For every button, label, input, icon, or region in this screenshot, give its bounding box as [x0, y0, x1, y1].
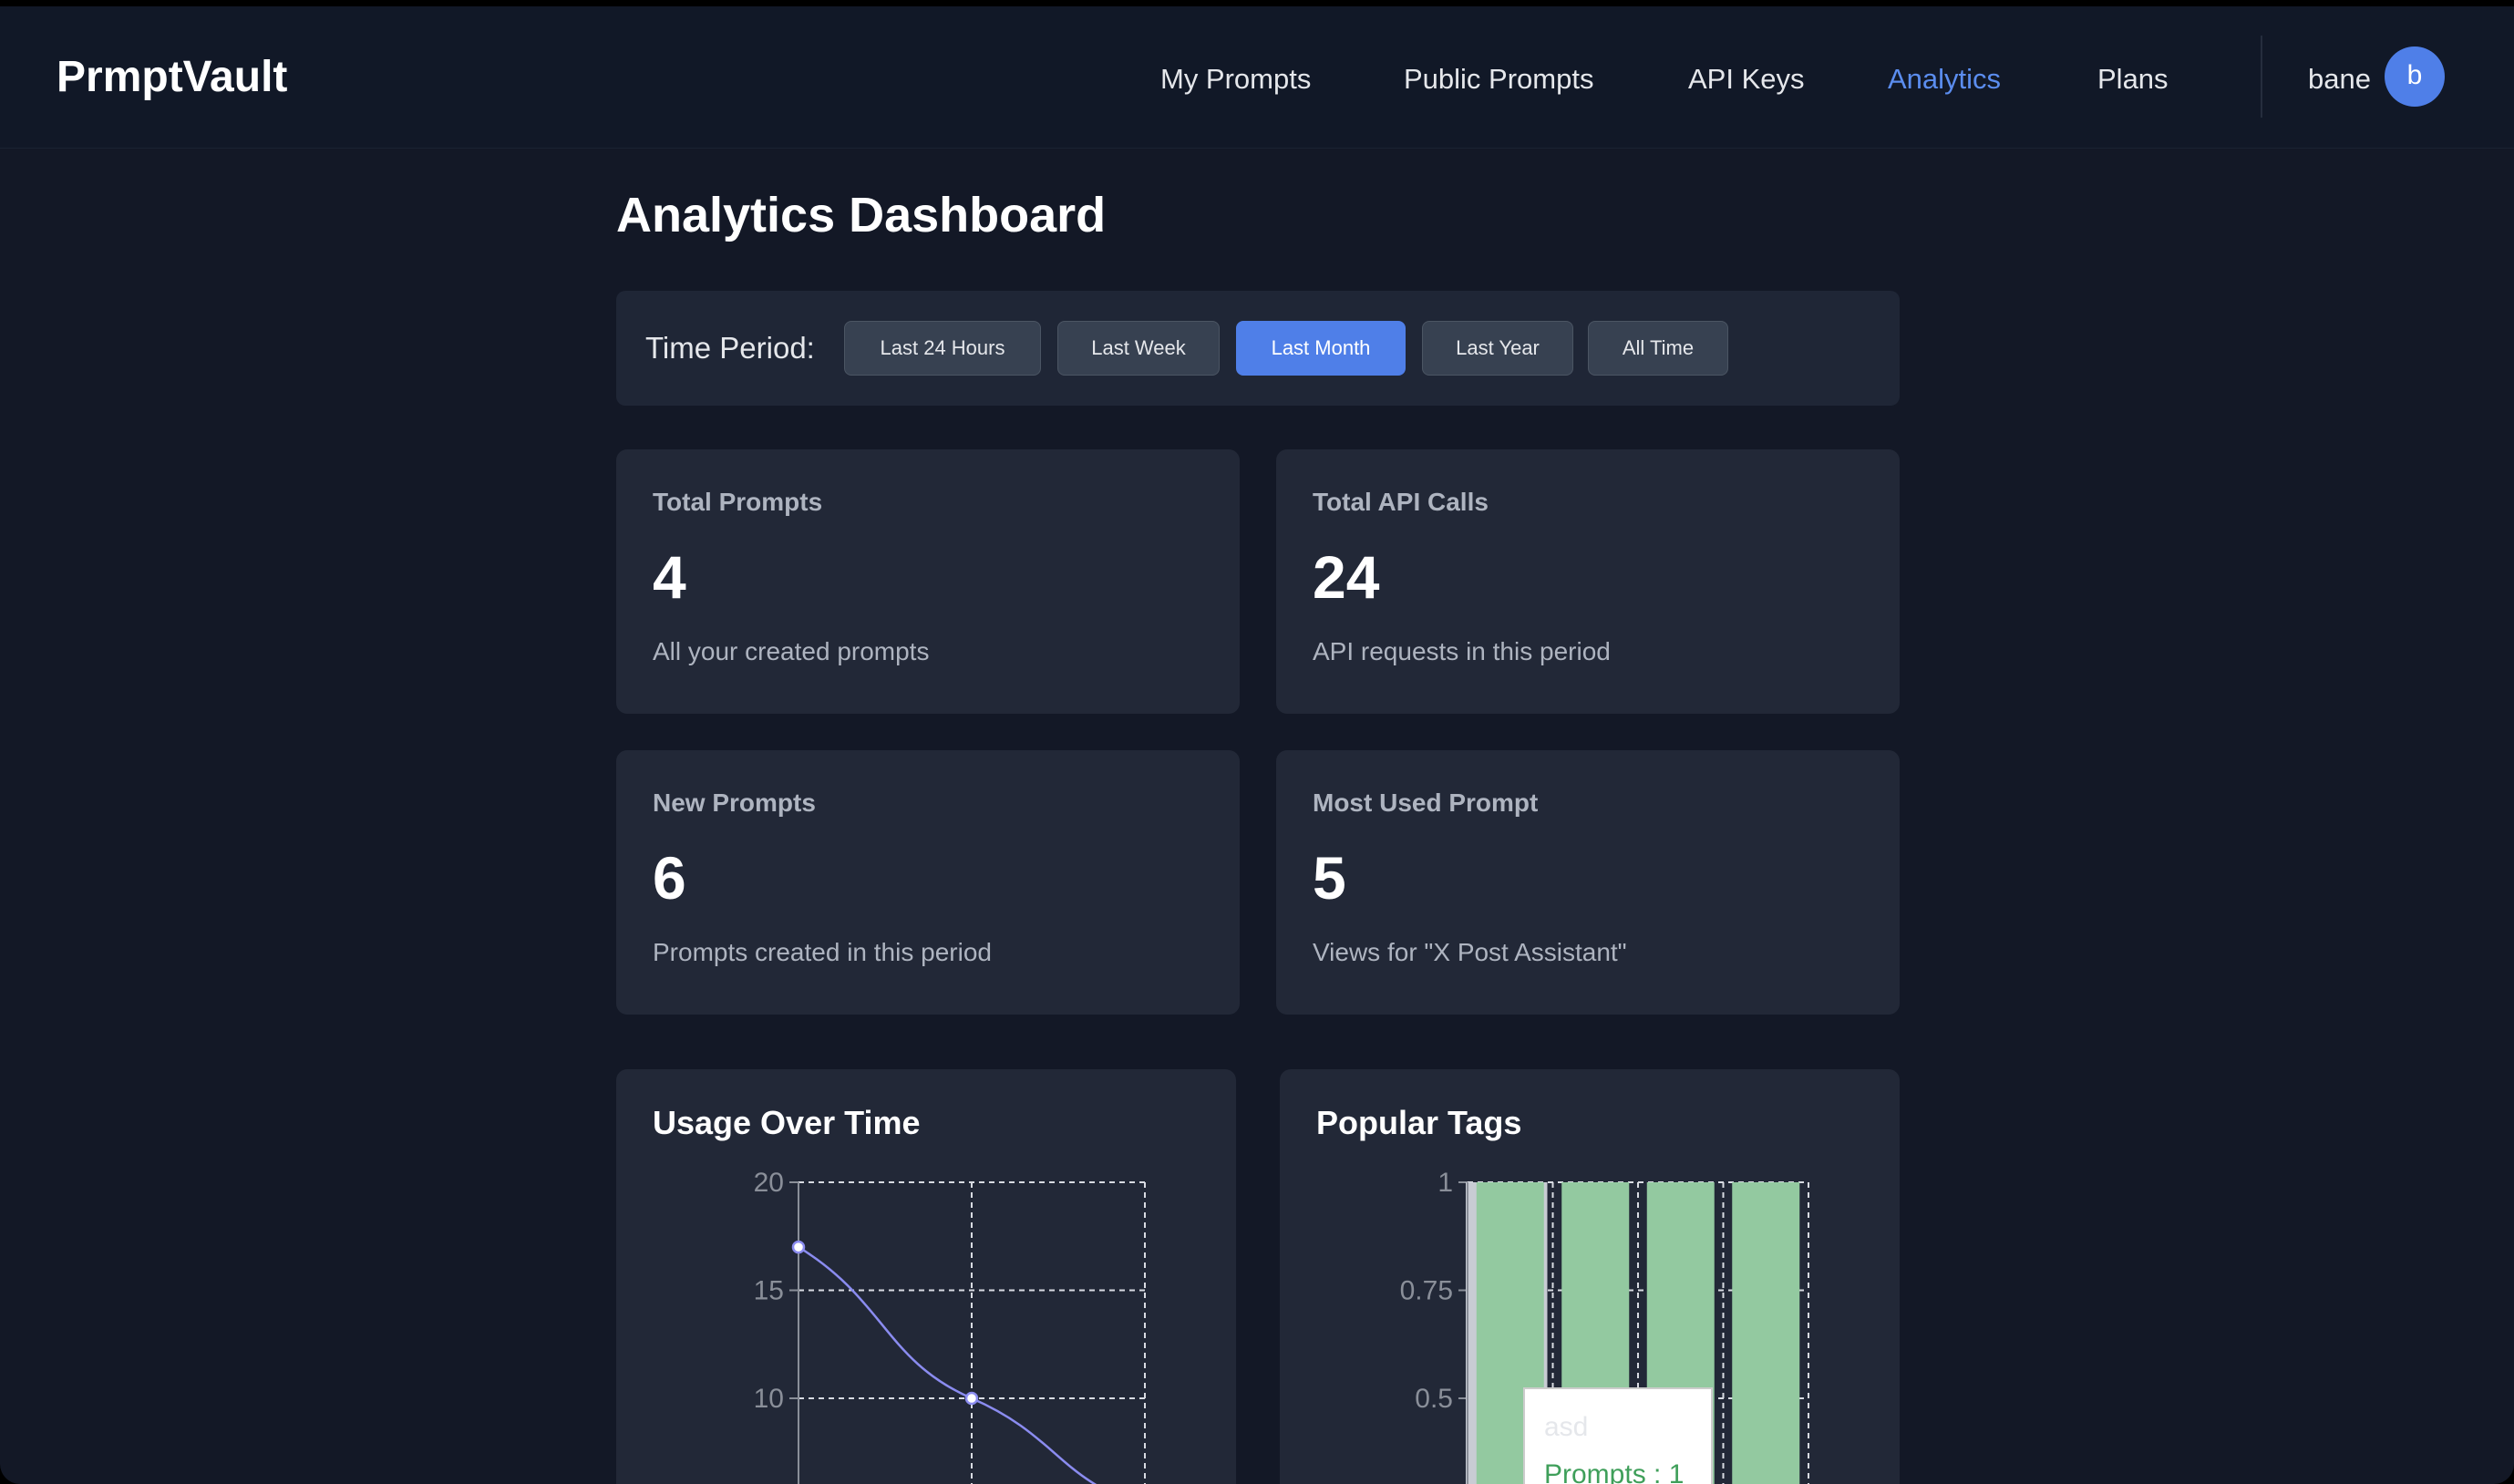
stat-value: 24	[1313, 543, 1380, 611]
nav-my-prompts[interactable]: My Prompts	[1160, 63, 1312, 95]
user-name[interactable]: bane	[2308, 63, 2371, 95]
y-tick-label: 0.75	[1400, 1276, 1453, 1306]
tags-bar-chart: 1 0.75 0.5 asd Prompts : 1	[1400, 1168, 1809, 1484]
y-tick-label: 10	[754, 1384, 784, 1414]
tooltip-value: Prompts : 1	[1544, 1459, 1684, 1484]
period-last-24-hours-button[interactable]: Last 24 Hours	[844, 321, 1041, 376]
stat-card-new-prompts: New Prompts 6 Prompts created in this pe…	[616, 750, 1240, 1015]
stat-description: API requests in this period	[1313, 637, 1611, 665]
y-tick-label: 0.5	[1415, 1384, 1453, 1414]
stat-description: Prompts created in this period	[653, 938, 992, 966]
stat-title: Total API Calls	[1313, 488, 1489, 516]
chart-title: Popular Tags	[1316, 1104, 1522, 1141]
data-point	[791, 1240, 806, 1254]
stat-card-total-prompts: Total Prompts 4 All your created prompts	[616, 449, 1240, 714]
user-avatar[interactable]: b	[2385, 46, 2445, 107]
stat-title: Most Used Prompt	[1313, 788, 1539, 817]
nav-analytics[interactable]: Analytics	[1888, 63, 2002, 95]
time-period-label: Time Period:	[645, 331, 815, 365]
stat-card-most-used-prompt: Most Used Prompt 5 Views for "X Post Ass…	[1276, 750, 1900, 1015]
page-title: Analytics Dashboard	[616, 188, 1107, 242]
period-last-month-button[interactable]: Last Month	[1236, 321, 1406, 376]
period-last-week-button[interactable]: Last Week	[1057, 321, 1220, 376]
stat-title: New Prompts	[653, 788, 816, 817]
period-all-time-button[interactable]: All Time	[1588, 321, 1728, 376]
stat-description: Views for "X Post Assistant"	[1313, 938, 1627, 966]
stat-title: Total Prompts	[653, 488, 823, 516]
data-point	[964, 1391, 979, 1406]
tooltip-box	[1523, 1387, 1713, 1484]
nav-divider	[2261, 36, 2262, 118]
stat-description: All your created prompts	[653, 637, 930, 665]
top-navbar: PrmptVault My Prompts Public Prompts API…	[0, 6, 2514, 149]
tooltip-label: asd	[1544, 1412, 1588, 1442]
usage-over-time-card: Usage Over Time 20 15 10	[616, 1069, 1236, 1484]
nav-plans[interactable]: Plans	[2097, 63, 2169, 95]
y-tick-label: 15	[754, 1276, 784, 1306]
bar	[1732, 1182, 1800, 1484]
stat-value: 5	[1313, 844, 1346, 912]
nav-public-prompts[interactable]: Public Prompts	[1404, 63, 1594, 95]
stat-card-total-api-calls: Total API Calls 24 API requests in this …	[1276, 449, 1900, 714]
nav-api-keys[interactable]: API Keys	[1688, 63, 1805, 95]
period-last-year-button[interactable]: Last Year	[1422, 321, 1573, 376]
stat-value: 4	[653, 543, 686, 611]
y-tick-label: 20	[754, 1168, 784, 1198]
stat-value: 6	[653, 844, 686, 912]
time-period-filter: Time Period: Last 24 Hours Last Week Las…	[616, 291, 1900, 406]
popular-tags-card: Popular Tags 1 0.75 0.5 asd Prompts : 1	[1280, 1069, 1900, 1484]
usage-line-chart: 20 15 10	[754, 1168, 1146, 1484]
chart-title: Usage Over Time	[653, 1104, 921, 1141]
app-logo[interactable]: PrmptVault	[57, 53, 288, 101]
y-tick-label: 1	[1437, 1168, 1453, 1198]
